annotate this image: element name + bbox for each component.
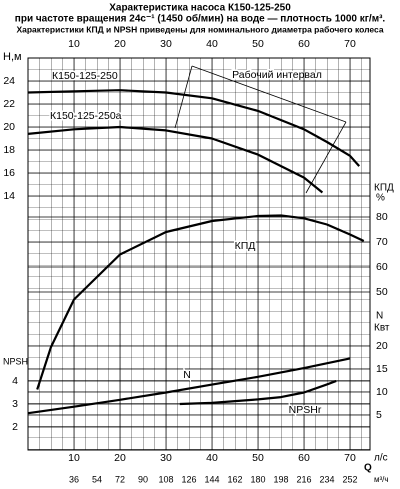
series-line bbox=[27, 89, 361, 167]
n-tick-label: 10 bbox=[376, 386, 388, 398]
kpd-tick-label: 60 bbox=[376, 261, 388, 273]
series-label: N bbox=[183, 369, 191, 381]
kpd-tick-label: 70 bbox=[376, 236, 388, 248]
plot-frame bbox=[27, 57, 371, 451]
x2-tick-label: 162 bbox=[227, 474, 242, 484]
x-tick-label-top: 30 bbox=[160, 38, 172, 50]
h-tick-label: 16 bbox=[3, 167, 15, 179]
x2-tick-label: 36 bbox=[69, 474, 79, 484]
x-tick-label: 60 bbox=[298, 452, 310, 464]
h-tick-label: 18 bbox=[3, 144, 15, 156]
x-tick-label: 20 bbox=[114, 452, 126, 464]
series-line bbox=[179, 379, 337, 406]
grid-background bbox=[28, 58, 370, 450]
chart-subtitle: при частоте вращения 24с⁻¹ (1450 об/мин)… bbox=[15, 13, 386, 25]
series-label: КПД bbox=[235, 240, 256, 252]
x2-tick-label: 180 bbox=[250, 474, 265, 484]
series-label: NPSHr bbox=[289, 404, 322, 416]
x-tick-label-top: 20 bbox=[114, 38, 126, 50]
npsh-tick-label: 3 bbox=[12, 398, 18, 410]
x2-tick-label: 126 bbox=[181, 474, 196, 484]
chart-note: Характеристики КПД и NPSH приведены для … bbox=[16, 24, 383, 34]
x2-tick-label: 234 bbox=[319, 474, 334, 484]
h-tick-label: 24 bbox=[3, 75, 15, 87]
x2-tick-label: 108 bbox=[158, 474, 173, 484]
x-tick-label-top: 10 bbox=[68, 38, 80, 50]
npsh-tick-label: 4 bbox=[12, 375, 18, 387]
working-interval bbox=[174, 65, 347, 194]
npsh-tick-label: 2 bbox=[12, 421, 18, 433]
x2-unit: м³/ч bbox=[374, 475, 389, 484]
x-tick-label: 30 bbox=[160, 452, 172, 464]
x-tick-label-top: 40 bbox=[206, 38, 218, 50]
n-axis-label: N bbox=[376, 311, 383, 322]
npsh-axis-label: NPSH bbox=[3, 356, 28, 366]
x-axis-label: Q bbox=[364, 463, 372, 474]
x2-tick-label: 144 bbox=[204, 474, 219, 484]
x-tick-label: 50 bbox=[252, 452, 264, 464]
kpd-tick-label: 80 bbox=[376, 211, 388, 223]
kpd-axis-unit: % bbox=[376, 193, 385, 204]
x-tick-label: 10 bbox=[68, 452, 80, 464]
h-tick-label: 14 bbox=[3, 190, 15, 202]
x2-tick-label: 216 bbox=[296, 474, 311, 484]
x-unit: л/с bbox=[374, 453, 388, 464]
n-tick-label: 15 bbox=[376, 363, 388, 375]
h-axis-label: H,м bbox=[3, 51, 22, 63]
h-tick-label: 20 bbox=[3, 121, 15, 133]
x2-tick-label: 72 bbox=[115, 474, 125, 484]
series-label: К150-125-250 bbox=[52, 70, 118, 82]
series-line bbox=[27, 125, 324, 194]
chart-title: Характеристика насоса К150-125-250 bbox=[109, 3, 291, 14]
x-tick-label-top: 60 bbox=[298, 38, 310, 50]
kpd-axis-label: КПД bbox=[374, 183, 394, 194]
n-axis-unit: Квт bbox=[374, 323, 390, 334]
series-line bbox=[36, 214, 365, 390]
x-tick-label-top: 50 bbox=[252, 38, 264, 50]
x-tick-label: 70 bbox=[344, 452, 356, 464]
series-label: К150-125-250а bbox=[50, 110, 122, 122]
h-tick-label: 22 bbox=[3, 98, 15, 110]
x2-tick-label: 54 bbox=[92, 474, 102, 484]
x-tick-label: 40 bbox=[206, 452, 218, 464]
x2-tick-label: 90 bbox=[138, 474, 148, 484]
kpd-tick-label: 50 bbox=[376, 286, 388, 298]
annotation: Рабочий интервал bbox=[232, 69, 322, 81]
n-tick-label: 5 bbox=[376, 409, 382, 421]
x2-tick-label: 252 bbox=[342, 474, 357, 484]
series-line bbox=[27, 357, 351, 415]
x2-tick-label: 198 bbox=[273, 474, 288, 484]
n-tick-label: 20 bbox=[376, 340, 388, 352]
x-tick-label-top: 70 bbox=[344, 38, 356, 50]
